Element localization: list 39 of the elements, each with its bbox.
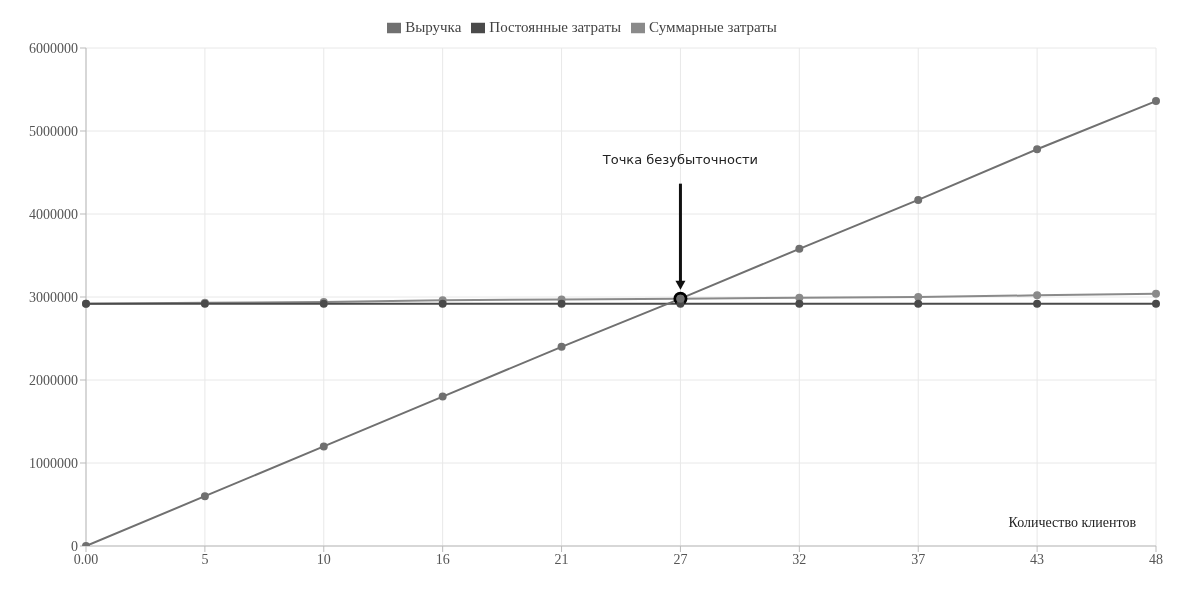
point <box>200 492 209 501</box>
point <box>1152 289 1160 298</box>
point <box>1033 291 1042 300</box>
legend-label: Постоянные затраты <box>489 19 622 35</box>
x-tick-label: 16 <box>435 551 450 567</box>
y-tick-label: 1000000 <box>29 455 78 471</box>
y-tick-label: 2000000 <box>29 372 78 388</box>
point <box>914 195 923 204</box>
point <box>557 299 566 308</box>
point <box>1033 299 1042 308</box>
point <box>1152 97 1160 106</box>
x-tick-label: 48 <box>1149 551 1163 567</box>
point <box>1152 299 1160 308</box>
legend-label: Выручка <box>405 19 462 35</box>
x-tick-label: 10 <box>316 551 331 567</box>
annotation: Точка безубыточности <box>601 151 759 167</box>
point <box>795 299 804 308</box>
x-tick-label: 43 <box>1030 551 1045 567</box>
x-tick-label: 27 <box>673 551 688 567</box>
x-tick-label: 32 <box>792 551 807 567</box>
point <box>795 244 804 253</box>
y-tick-label: 5000000 <box>29 123 78 139</box>
point <box>1033 145 1042 154</box>
y-tick-label: 6000000 <box>29 40 78 56</box>
point <box>319 442 328 451</box>
y-tick-label: 4000000 <box>29 206 78 222</box>
point <box>795 293 804 302</box>
x-tick-label: 0.00 <box>73 551 99 567</box>
x-tick-label: 21 <box>554 551 569 567</box>
point <box>557 342 566 351</box>
x-axis-title: Количество клиентов <box>1008 515 1136 531</box>
point <box>914 293 923 301</box>
point <box>438 392 447 401</box>
x-tick-label: 37 <box>911 551 926 567</box>
y-tick-label: 3000000 <box>29 289 78 305</box>
legend-label: Суммарные затраты <box>649 19 777 35</box>
point <box>914 299 923 308</box>
x-tick-label: 5 <box>201 551 209 567</box>
y-tick-label: 0 <box>71 538 78 554</box>
